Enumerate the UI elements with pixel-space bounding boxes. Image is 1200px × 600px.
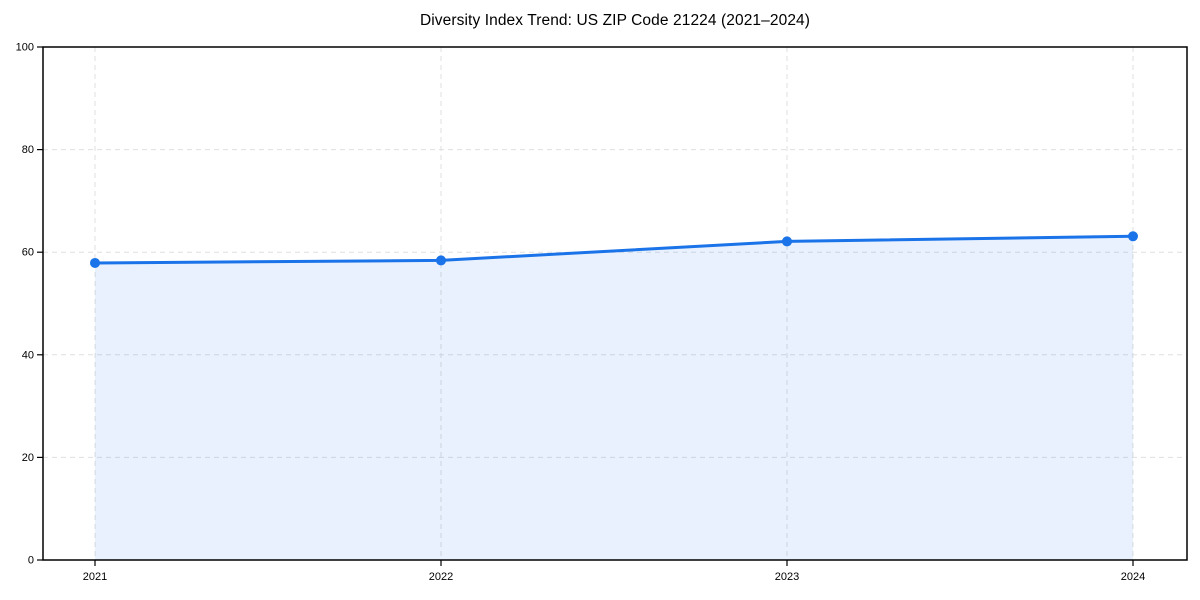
x-axis-tick-label: 2021: [83, 571, 107, 583]
y-axis-tick-label: 100: [16, 42, 34, 54]
axes-frame: [42, 46, 1188, 561]
trend-line: [93, 234, 1135, 265]
data-point: [782, 236, 792, 247]
x-axis-tick-label: 2024: [1121, 571, 1145, 583]
data-point: [1128, 231, 1138, 242]
y-axis-tick-label: 40: [22, 349, 34, 361]
y-axis-tick-label: 80: [22, 144, 34, 156]
area-fill: [95, 236, 1133, 560]
data-point: [90, 257, 100, 268]
data-point: [436, 255, 446, 266]
x-axis-tick-label: 2022: [429, 571, 453, 583]
y-axis-tick-label: 60: [22, 247, 34, 259]
y-axis-tick-label: 0: [28, 555, 34, 567]
chart-title: Diversity Index Trend: US ZIP Code 21224…: [419, 12, 811, 29]
x-axis-tick-label: 2023: [775, 571, 799, 583]
y-axis-tick-label: 20: [22, 452, 34, 464]
